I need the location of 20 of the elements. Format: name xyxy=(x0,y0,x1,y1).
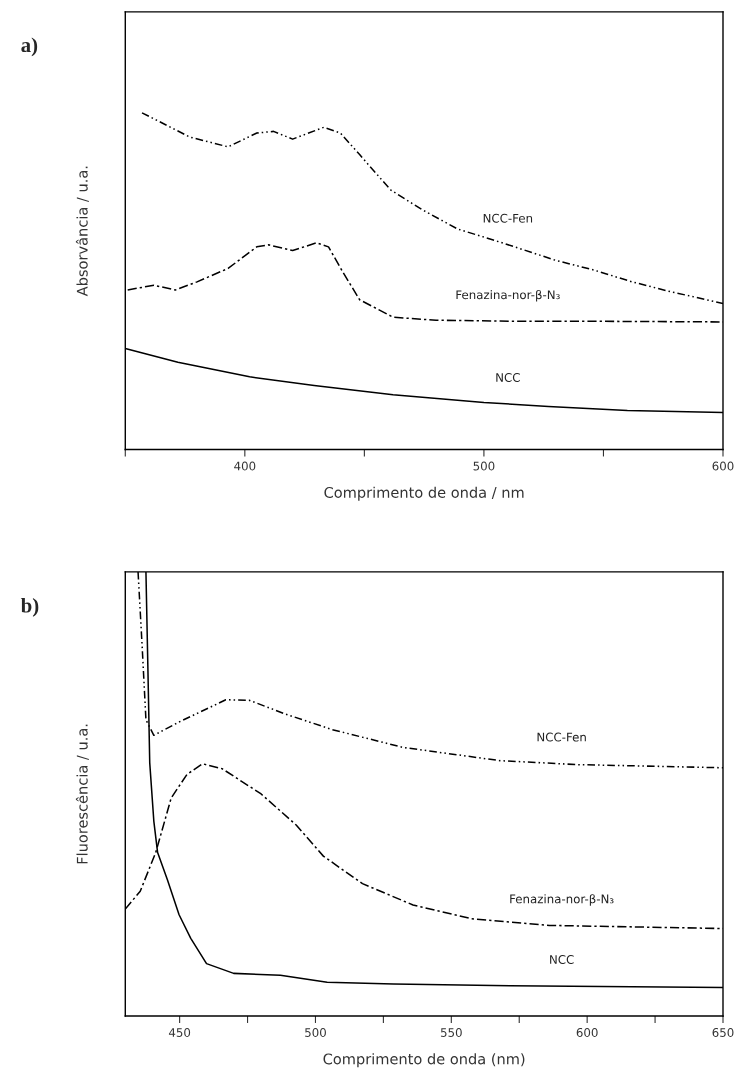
series-label: Fenazina-nor-β-N₃ xyxy=(456,289,560,302)
x-axis-title: Comprimento de onda / nm xyxy=(324,486,524,501)
y-axis-title: Absorvância / u.a. xyxy=(75,166,89,297)
series-label: NCC xyxy=(550,955,574,964)
x-tick-label: 450 xyxy=(168,1028,191,1037)
series-label: NCC-Fen xyxy=(483,213,533,223)
x-tick-label: 500 xyxy=(473,461,495,471)
x-axis-title: Comprimento de onda (nm) xyxy=(323,1053,525,1068)
x-tick-label: 400 xyxy=(234,461,256,471)
y-axis-title: Fluorescência / u.a. xyxy=(75,724,89,864)
x-tick-label: 500 xyxy=(305,1028,326,1037)
text: b) xyxy=(20,597,39,617)
x-tick-label: 600 xyxy=(712,461,734,471)
series-label: NCC-Fen xyxy=(537,732,586,742)
series-label: NCC xyxy=(496,372,520,382)
series-label: Fenazina-nor-β-N₃ xyxy=(510,894,614,906)
x-tick-label: 650 xyxy=(712,1028,734,1037)
text: a) xyxy=(21,37,38,57)
x-tick-label: 600 xyxy=(576,1028,598,1037)
x-tick-label: 550 xyxy=(440,1028,462,1037)
